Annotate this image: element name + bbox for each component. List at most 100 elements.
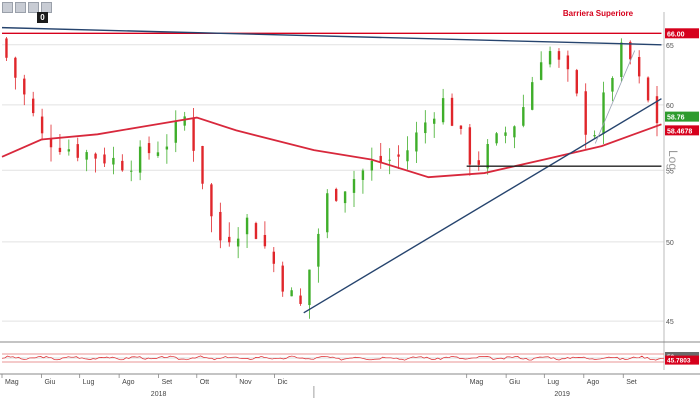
candle-body: [156, 152, 160, 156]
moving-average-line: [1, 116, 662, 179]
price-badge-box: [665, 111, 699, 122]
candle-body: [192, 117, 195, 151]
candle-body: [165, 146, 169, 150]
candle-body: [121, 160, 124, 171]
candles-group: [5, 37, 659, 319]
y-tick-label: 65: [666, 43, 674, 50]
price-badge-text: 66.00: [667, 31, 685, 38]
x-month-label: Ott: [200, 379, 209, 386]
candle-body: [629, 41, 632, 60]
candle-body: [370, 160, 374, 171]
oscillator-badge: 45.7803: [665, 355, 699, 365]
oscillator-badge-box: [665, 355, 699, 365]
candle-body: [504, 132, 507, 136]
candle-body: [361, 170, 365, 180]
candle-body: [183, 116, 186, 126]
candle-body: [522, 107, 525, 126]
candle-body: [450, 97, 454, 126]
candle-body: [210, 184, 213, 217]
candle-body: [433, 118, 436, 124]
x-month-label: Mag: [5, 379, 19, 386]
y-tick-label: 60: [666, 103, 674, 110]
candle-body: [620, 42, 623, 77]
candle-body: [31, 98, 35, 114]
x-month-label: Set: [626, 379, 637, 386]
y-tick-label: 45: [666, 319, 674, 326]
candle-body: [49, 138, 53, 148]
candle-body: [548, 51, 552, 65]
candle-body: [236, 238, 240, 247]
candle-body: [459, 125, 463, 129]
price-badge-text: 58.4678: [667, 128, 692, 135]
candle-body: [655, 96, 659, 124]
candle-body: [130, 170, 133, 172]
zero-badge: 0: [37, 12, 48, 23]
candle-body: [147, 143, 151, 154]
candle-body: [406, 150, 409, 162]
candle-body: [388, 159, 391, 161]
candle-body: [326, 193, 329, 233]
candle-body: [174, 120, 177, 143]
candle-body: [23, 78, 26, 95]
candle-body: [602, 92, 605, 134]
candle-body: [415, 132, 418, 152]
trendline-thin-line-3: [594, 50, 636, 144]
price-badge: 58.4678: [665, 125, 699, 136]
candle-body: [112, 157, 115, 165]
candle-body: [201, 145, 204, 184]
x-month-label: Giu: [509, 379, 520, 386]
candle-body: [85, 152, 88, 160]
price-badge-text: 58.76: [667, 115, 685, 122]
x-year-label: 2018: [151, 391, 167, 398]
candle-body: [272, 251, 276, 264]
x-month-label: Lug: [83, 379, 95, 386]
candle-body: [379, 155, 382, 163]
candle-body: [245, 217, 249, 235]
candle-body: [254, 223, 258, 239]
chart-toolbar: [2, 2, 52, 13]
x-month-label: Dic: [277, 379, 288, 386]
x-month-label: Ago: [122, 379, 135, 386]
x-month-label: Nov: [239, 379, 252, 386]
candle-body: [14, 57, 17, 78]
eraser-tool-icon[interactable]: [28, 2, 39, 13]
candle-body: [58, 147, 62, 153]
candle-body: [424, 122, 427, 134]
candle-body: [76, 144, 79, 158]
candle-body: [468, 127, 472, 165]
pencil-tool-icon[interactable]: [15, 2, 26, 13]
candle-body: [343, 191, 347, 204]
candle-body: [637, 56, 641, 77]
candle-body: [94, 153, 97, 159]
x-year-label: 2019: [554, 391, 570, 398]
candle-body: [486, 144, 489, 169]
candle-body: [228, 236, 231, 243]
candle-body: [299, 295, 302, 304]
price-badge-box: [665, 125, 699, 136]
candle-body: [495, 133, 498, 144]
candle-body: [593, 135, 596, 137]
candle-body: [219, 211, 222, 241]
candle-body: [40, 116, 44, 134]
candle-body: [646, 77, 650, 101]
oscillator-line: [1, 355, 665, 361]
pointer-tool-icon[interactable]: [2, 2, 13, 13]
x-month-label: Set: [162, 379, 173, 386]
y-tick-label: 50: [666, 240, 674, 247]
log-scale-label: Log: [666, 150, 680, 171]
candle-body: [611, 78, 614, 92]
candle-body: [584, 91, 587, 135]
candle-body: [513, 126, 516, 138]
candle-body: [539, 62, 543, 80]
x-month-label: Ago: [587, 379, 600, 386]
candle-body: [575, 70, 578, 94]
x-month-label: Giu: [44, 379, 55, 386]
price-badge: 58.76: [665, 111, 699, 122]
trendline-line-2: [303, 98, 662, 314]
candle-body: [263, 234, 267, 247]
x-month-label: Lug: [547, 379, 559, 386]
price-badge: 66.00: [665, 28, 699, 39]
candle-body: [103, 154, 106, 164]
